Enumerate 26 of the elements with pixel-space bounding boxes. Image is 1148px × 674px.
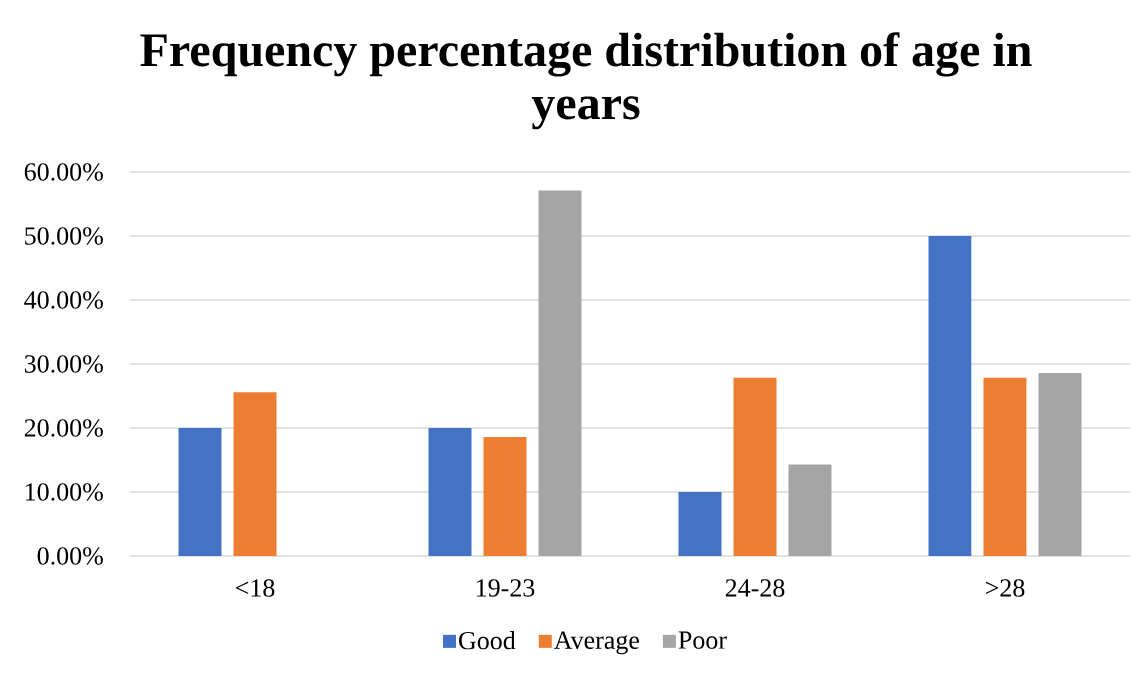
y-tick-label: 0.00% xyxy=(37,547,103,565)
bar xyxy=(1038,372,1082,556)
legend-label: Good xyxy=(459,631,516,650)
bar xyxy=(483,436,527,556)
bar xyxy=(178,427,222,556)
y-tick-label: 40.00% xyxy=(24,291,103,309)
legend-label: Poor xyxy=(678,631,727,649)
y-tick-label: 50.00% xyxy=(25,227,103,245)
bar xyxy=(678,491,722,556)
x-tick-label: <18 xyxy=(235,579,275,597)
bar xyxy=(538,190,582,556)
y-tick-label: 60.00% xyxy=(24,163,103,181)
bar xyxy=(983,377,1027,556)
bar xyxy=(928,235,972,556)
bar xyxy=(233,392,277,556)
bar xyxy=(733,377,777,556)
bar xyxy=(428,427,472,556)
chart-title: Frequency percentage distribution of age in years xyxy=(140,32,1032,130)
legend-label: Average xyxy=(554,631,639,655)
bar xyxy=(788,464,832,556)
y-tick-label: 20.00% xyxy=(24,419,103,437)
x-tick-label: 24-28 xyxy=(725,579,785,597)
y-tick-label: 30.00% xyxy=(24,355,103,373)
y-tick-label: 10.00% xyxy=(25,483,103,501)
x-tick-label: >28 xyxy=(985,579,1025,597)
x-tick-label: 19-23 xyxy=(476,579,535,597)
